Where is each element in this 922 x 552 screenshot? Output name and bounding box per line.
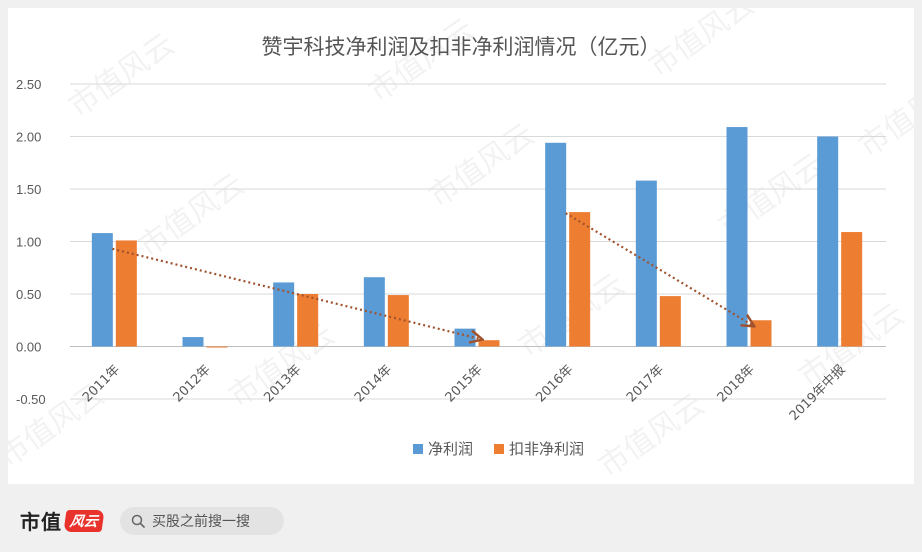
bar-net-profit (182, 337, 204, 347)
bar-adjusted-net-profit (659, 296, 681, 347)
y-tick-label: 0.50 (16, 287, 41, 302)
bar-adjusted-net-profit (297, 294, 319, 347)
y-tick-label: 2.50 (16, 77, 41, 92)
y-tick-label: 1.00 (16, 235, 41, 250)
brand-logo[interactable]: 市值 风云 (20, 506, 105, 535)
y-tick-label: 1.50 (16, 182, 41, 197)
watermark-text: 市值风云 (593, 387, 711, 484)
brand-logo-mark: 风云 (63, 509, 105, 532)
legend-label: 净利润 (428, 440, 473, 458)
bar-adjusted-net-profit (750, 320, 772, 347)
trend-arrow (112, 247, 481, 339)
bar-adjusted-net-profit (478, 340, 500, 347)
search-icon (131, 514, 145, 528)
footer-bar: 市值 风云 买股之前搜一搜 (0, 490, 922, 552)
legend-label: 扣非净利润 (509, 440, 584, 458)
watermark-text: 市值风云 (423, 117, 541, 214)
bar-net-profit (363, 277, 385, 347)
search-placeholder: 买股之前搜一搜 (152, 513, 250, 529)
search-box[interactable]: 买股之前搜一搜 (120, 507, 284, 535)
legend-swatch-net-profit (413, 444, 423, 454)
bar-adjusted-net-profit (569, 212, 591, 347)
watermark-text: 市值风云 (853, 67, 914, 164)
bar-adjusted-net-profit (387, 295, 409, 347)
chart-card: 市值风云 市值风云 市值风云 市值风云 市值风云 市值风云 市值风云 市值风云 市值风云 市值风云… (8, 8, 914, 484)
bar-net-profit (91, 233, 113, 347)
watermark-text: 市值风云 (363, 12, 481, 109)
legend-swatch-adjusted-net-profit (494, 444, 504, 454)
brand-name: 市值 (20, 512, 62, 534)
trend-arrow (565, 212, 753, 325)
bar-adjusted-net-profit (115, 240, 137, 347)
y-tick-label: 0.00 (16, 340, 41, 355)
bar-adjusted-net-profit (841, 232, 863, 347)
bar-net-profit (545, 142, 567, 347)
y-tick-label: 2.00 (16, 130, 41, 145)
bar-net-profit (635, 180, 657, 347)
watermark-text: 市值风云 (133, 167, 251, 264)
bar-net-profit (726, 127, 748, 347)
watermark-text: 市值风云 (63, 27, 181, 124)
bar-net-profit (273, 282, 295, 347)
y-tick-label: -0.50 (16, 392, 46, 407)
chart-title: 赞宇科技净利润及扣非净利润情况（亿元） (262, 35, 661, 59)
bar-net-profit (817, 136, 839, 347)
bar-adjusted-net-profit (206, 346, 228, 348)
